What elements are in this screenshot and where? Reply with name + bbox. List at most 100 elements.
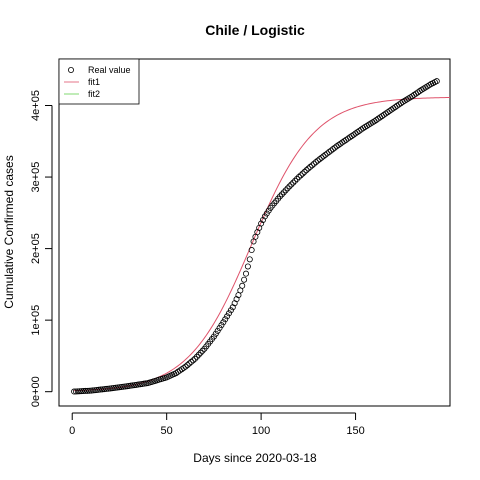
x-tick-label: 50 — [161, 425, 173, 437]
data-point — [242, 270, 249, 277]
chart-title: Chile / Logistic — [205, 22, 305, 38]
data-point — [316, 156, 323, 163]
legend-marker-real-value — [68, 67, 75, 74]
data-point — [107, 385, 114, 392]
y-tick-label: 1e+05 — [30, 305, 42, 336]
data-point — [74, 388, 81, 395]
data-point — [91, 387, 98, 394]
x-axis-title: Days since 2020-03-18 — [193, 451, 317, 465]
data-point — [227, 307, 234, 314]
data-point — [282, 187, 289, 194]
data-point — [82, 387, 89, 394]
data-point — [112, 384, 119, 391]
data-point — [290, 179, 297, 186]
data-point — [244, 263, 251, 270]
data-point — [108, 385, 115, 392]
data-point — [288, 181, 295, 188]
y-tick-label: 3e+05 — [30, 162, 42, 193]
data-point — [103, 385, 110, 392]
data-point — [278, 191, 285, 198]
data-point — [99, 386, 106, 393]
x-tick-label: 100 — [252, 425, 270, 437]
legend-label-fit2: fit2 — [88, 89, 100, 99]
y-tick-label: 0e+00 — [30, 376, 42, 407]
data-point — [86, 387, 93, 394]
data-point — [286, 183, 293, 190]
data-point — [93, 386, 100, 393]
y-axis: 0e+00 1e+05 2e+05 3e+05 4e+05 — [30, 90, 53, 407]
data-point — [220, 319, 227, 326]
y-tick-label: 4e+05 — [30, 90, 42, 121]
data-point — [276, 193, 283, 200]
data-point — [73, 388, 80, 395]
data-point — [120, 383, 127, 390]
data-point — [292, 177, 299, 184]
data-point — [122, 383, 129, 390]
data-point — [295, 174, 302, 181]
data-point — [248, 247, 255, 254]
y-tick-label: 2e+05 — [30, 233, 42, 264]
data-point — [303, 167, 310, 174]
data-point — [184, 362, 191, 369]
data-point — [197, 349, 204, 356]
data-point — [301, 168, 308, 175]
data-point — [193, 353, 200, 360]
data-point — [116, 384, 123, 391]
data-point — [246, 256, 253, 263]
data-point — [326, 149, 333, 156]
data-point — [284, 185, 291, 192]
data-point — [90, 387, 97, 394]
data-point — [114, 384, 121, 391]
data-point — [224, 313, 231, 320]
data-point — [110, 384, 117, 391]
data-point — [88, 387, 95, 394]
data-point — [433, 78, 440, 85]
data-point — [329, 146, 336, 153]
data-point — [76, 388, 83, 395]
data-point — [299, 170, 306, 177]
legend-label-fit1: fit1 — [88, 77, 100, 87]
data-point — [101, 386, 108, 393]
data-point — [97, 386, 104, 393]
data-point — [293, 175, 300, 182]
x-tick-label: 0 — [69, 425, 75, 437]
data-point — [199, 347, 206, 354]
data-point — [84, 387, 91, 394]
data-point — [80, 388, 87, 395]
data-point — [239, 282, 246, 289]
data-point — [105, 385, 112, 392]
data-point — [310, 160, 317, 167]
legend-box — [58, 58, 140, 105]
data-point — [280, 189, 287, 196]
data-point — [320, 153, 327, 160]
data-point — [305, 165, 312, 172]
data-point — [297, 172, 304, 179]
data-point — [327, 147, 334, 154]
data-point — [190, 357, 197, 364]
data-point — [95, 386, 102, 393]
data-point — [188, 358, 195, 365]
data-point — [118, 383, 125, 390]
data-point — [258, 220, 265, 227]
data-point — [309, 162, 316, 169]
legend: Real value fit1 fit2 — [58, 58, 140, 105]
data-point — [71, 388, 78, 395]
data-point — [322, 151, 329, 158]
x-axis: 0 50 100 150 — [69, 412, 365, 437]
data-point — [180, 364, 187, 371]
data-point — [314, 157, 321, 164]
data-point — [191, 355, 198, 362]
data-point — [324, 150, 331, 157]
data-point — [195, 351, 202, 358]
data-point — [259, 216, 266, 223]
data-point — [182, 363, 189, 370]
points-layer — [71, 78, 440, 395]
data-point — [225, 310, 232, 317]
x-tick-label: 150 — [346, 425, 364, 437]
data-point — [307, 163, 314, 170]
y-axis-title: Cumulative Confirmed cases — [2, 155, 16, 308]
data-point — [186, 360, 193, 367]
data-point — [318, 154, 325, 161]
data-point — [78, 388, 85, 395]
